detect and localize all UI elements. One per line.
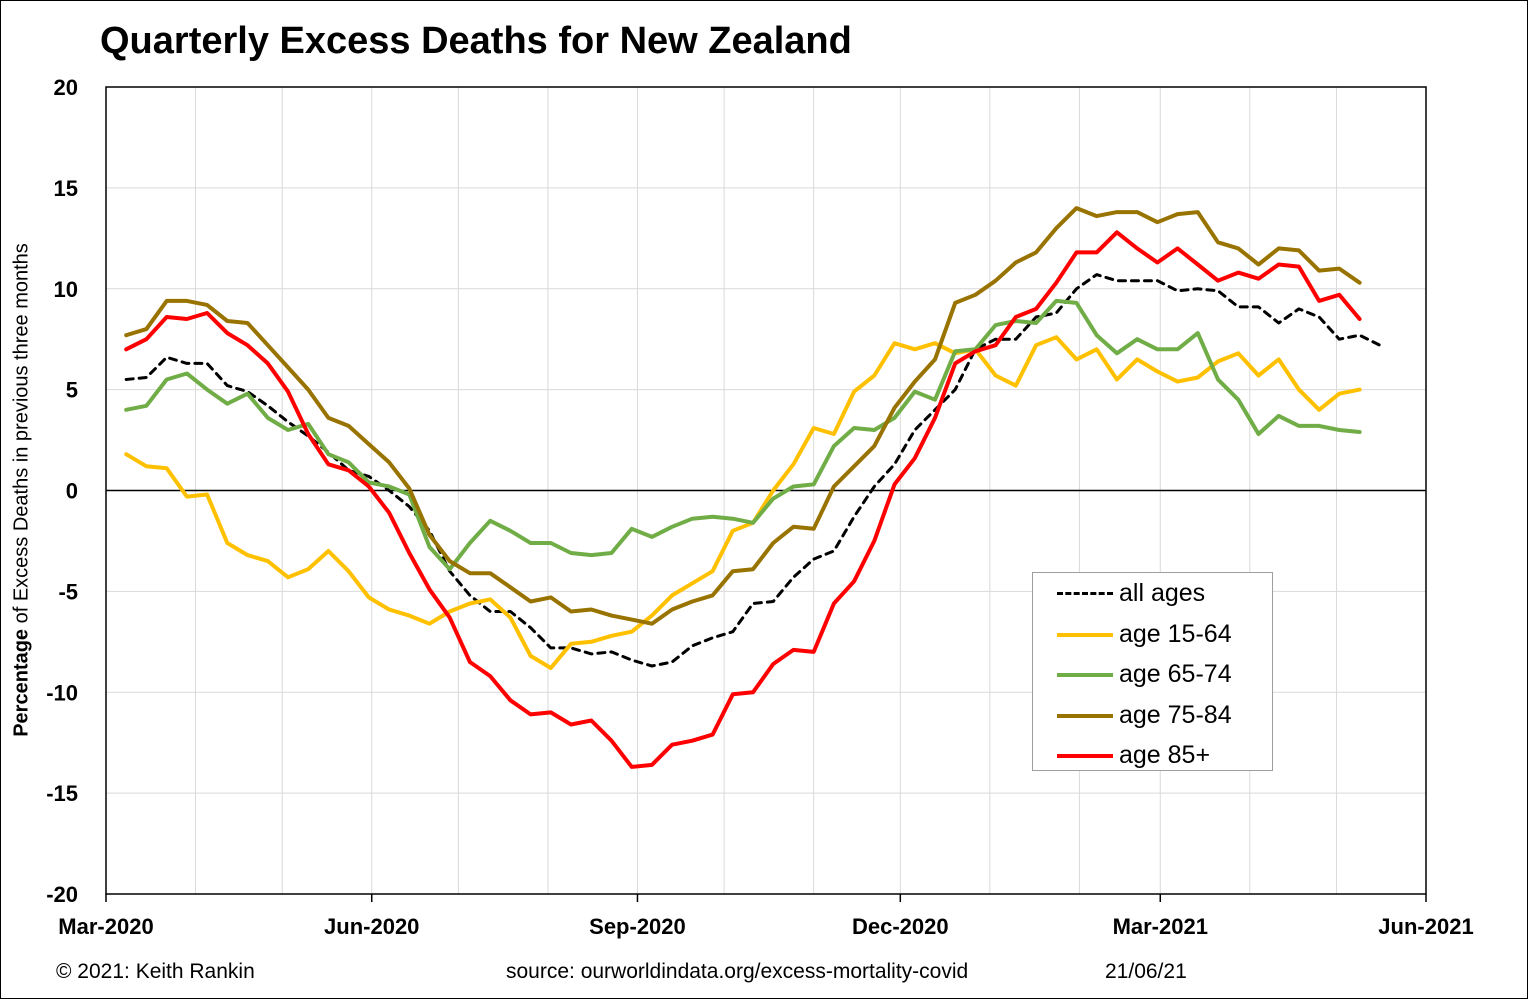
legend-label: age 65-74 [1119, 660, 1232, 688]
y-tick-label: 15 [54, 176, 78, 201]
legend-item: age 85+ [1033, 737, 1272, 777]
legend-swatch [1057, 632, 1113, 637]
x-tick-label: Jun-2021 [1378, 914, 1473, 939]
plot-border [105, 86, 1427, 895]
series-line-age-65-74 [124, 298, 1362, 572]
legend-swatch [1057, 673, 1113, 677]
legend-swatch [1057, 754, 1113, 758]
legend-swatch [1057, 592, 1113, 595]
y-tick-label: -20 [46, 882, 78, 907]
y-tick-label: -10 [46, 680, 78, 705]
x-tick-label: Sep-2020 [589, 914, 686, 939]
y-tick-label: 0 [66, 479, 78, 504]
footer-source: source: ourworldindata.org/excess-mortal… [506, 960, 969, 983]
legend-item: age 75-84 [1033, 697, 1272, 737]
x-tick-label: Jun-2020 [324, 914, 419, 939]
legend-label: age 15-64 [1119, 619, 1232, 648]
footer-date: 21/06/21 [1105, 960, 1187, 983]
legend-label: all ages [1119, 579, 1206, 607]
y-tick-label: 10 [54, 277, 78, 302]
legend-swatch [1057, 713, 1113, 718]
x-tick-label: Mar-2021 [1113, 914, 1208, 939]
footer-copyright: © 2021: Keith Rankin [56, 960, 255, 983]
y-tick-label: 5 [66, 378, 78, 403]
x-tick-label: Mar-2020 [58, 914, 153, 939]
chart-title: Quarterly Excess Deaths for New Zealand [100, 20, 852, 62]
legend-label: age 75-84 [1119, 700, 1232, 729]
series-line-age-75-84 [124, 206, 1362, 626]
legend-item: all ages [1033, 575, 1272, 615]
legend-item: age 15-64 [1033, 616, 1272, 656]
legend: all ages age 15-64 age 65-74 age 75-84 age 8… [1032, 572, 1273, 771]
series-line-age-85- [124, 230, 1362, 769]
legend-label: age 85+ [1119, 741, 1211, 769]
y-tick-label: -5 [58, 579, 78, 604]
series-line-age-15-64 [124, 335, 1362, 670]
x-tick-label: Dec-2020 [852, 914, 949, 939]
y-tick-label: -15 [46, 781, 78, 806]
y-tick-label: 20 [54, 75, 78, 100]
legend-item: age 65-74 [1033, 656, 1272, 696]
